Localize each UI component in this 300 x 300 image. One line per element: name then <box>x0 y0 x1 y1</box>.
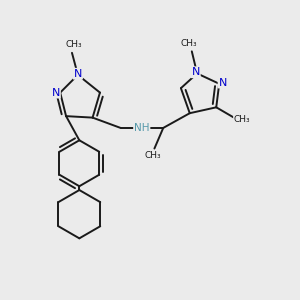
Text: N: N <box>52 88 60 98</box>
Text: N: N <box>218 78 227 88</box>
Text: NH: NH <box>134 123 149 133</box>
Text: CH₃: CH₃ <box>181 39 197 48</box>
Text: CH₃: CH₃ <box>65 40 82 49</box>
Text: CH₃: CH₃ <box>145 152 161 160</box>
Text: N: N <box>74 69 82 79</box>
Text: N: N <box>191 67 200 77</box>
Text: CH₃: CH₃ <box>234 116 250 124</box>
